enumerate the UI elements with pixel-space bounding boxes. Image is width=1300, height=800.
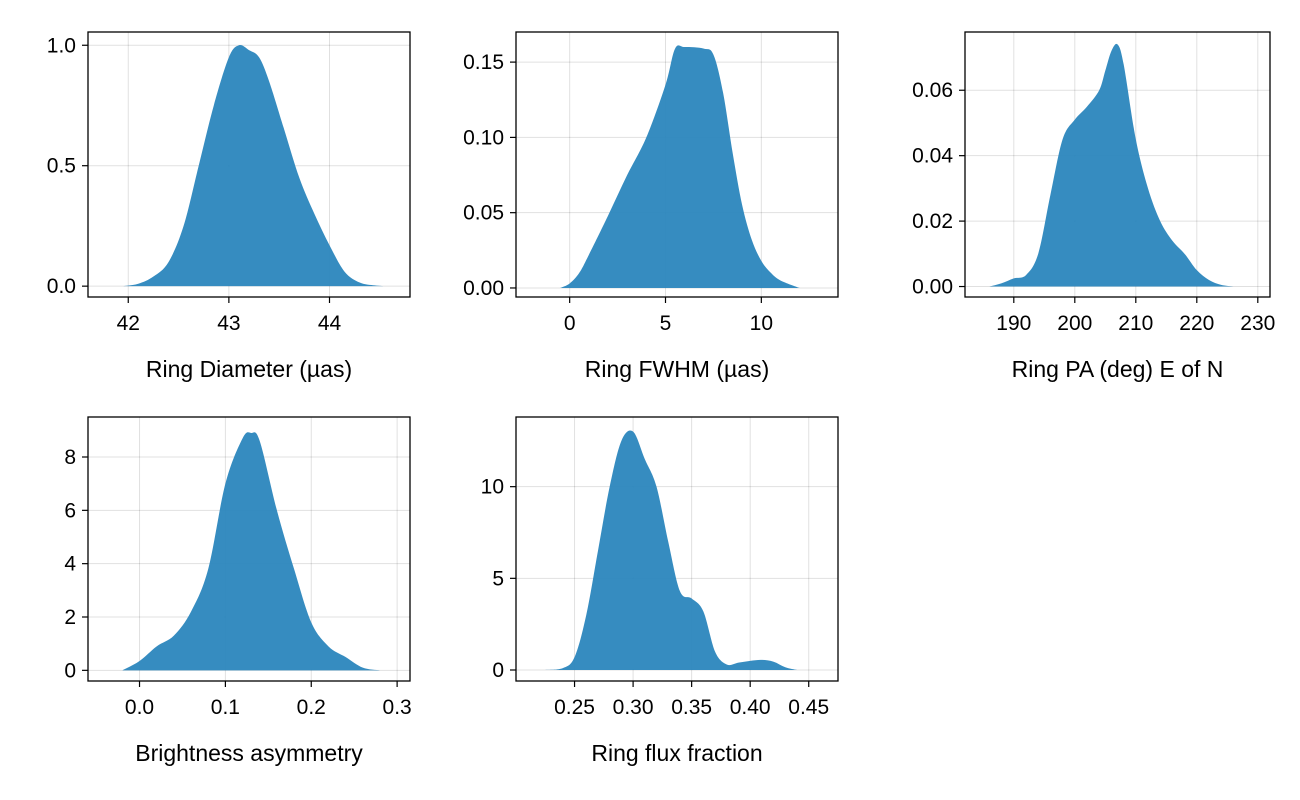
density-area — [545, 430, 798, 670]
density-area — [123, 45, 385, 287]
y-tick-label: 0.05 — [463, 202, 504, 225]
y-tick-label: 8 — [64, 446, 76, 469]
x-tick-label: 0.45 — [788, 696, 829, 719]
x-axis-label: Ring Diameter (µas) — [146, 356, 352, 382]
axes-frame — [87, 416, 411, 682]
y-tick-label: 0.00 — [463, 277, 504, 300]
x-tick-label: 44 — [318, 312, 342, 335]
x-tick-label: 0.2 — [297, 696, 326, 719]
x-tick-label: 230 — [1240, 312, 1275, 335]
x-axis-label: Brightness asymmetry — [135, 740, 363, 766]
x-tick-label: 0.25 — [554, 696, 595, 719]
y-tick-label: 0.10 — [463, 126, 504, 149]
x-tick-label: 0.30 — [613, 696, 654, 719]
x-tick-label: 0.35 — [671, 696, 712, 719]
y-tick-label: 5 — [492, 567, 504, 590]
density-area — [560, 45, 800, 288]
axes-frame — [515, 416, 839, 682]
density-area — [989, 43, 1234, 287]
panel-4: 0.0 0.1 0.2 0.3 0 2 4 6 8 Brightness asymmetry — [64, 416, 412, 766]
y-tick-label: 0.06 — [912, 79, 953, 102]
x-tick-label: 43 — [217, 312, 240, 335]
x-tick-label: 210 — [1118, 312, 1153, 335]
x-tick-label: 0 — [564, 312, 576, 335]
y-tick-label: 1.0 — [47, 34, 76, 57]
density-area — [122, 432, 380, 671]
y-tick-label: 0.15 — [463, 51, 504, 74]
x-tick-label: 42 — [117, 312, 140, 335]
x-tick-label: 0.1 — [211, 696, 240, 719]
x-axis-label: Ring FWHM (µas) — [585, 356, 769, 382]
x-axis-label: Ring PA (deg) E of N — [1012, 356, 1224, 382]
axes-frame — [964, 31, 1271, 298]
axes-frame — [515, 31, 839, 298]
y-tick-label: 6 — [64, 499, 76, 522]
axes-frame — [87, 31, 411, 298]
x-tick-label: 5 — [660, 312, 672, 335]
x-tick-label: 220 — [1179, 312, 1214, 335]
x-tick-label: 0.3 — [383, 696, 412, 719]
y-tick-label: 10 — [481, 476, 504, 499]
x-axis-label: Ring flux fraction — [591, 740, 762, 766]
y-tick-label: 0.5 — [47, 155, 76, 178]
panel-1: 42 43 44 0.0 0.5 1.0 Ring Diameter (µas) — [47, 31, 411, 382]
panel-2: 0 5 10 0.00 0.05 0.10 0.15 Ring FWHM (µas) — [463, 31, 839, 382]
x-tick-label: 190 — [996, 312, 1031, 335]
y-tick-label: 0.00 — [912, 276, 953, 299]
x-tick-label: 200 — [1057, 312, 1092, 335]
x-tick-label: 0.40 — [730, 696, 771, 719]
x-tick-label: 0.0 — [125, 696, 154, 719]
y-tick-label: 0.0 — [47, 275, 76, 298]
x-tick-label: 10 — [750, 312, 773, 335]
y-tick-label: 4 — [64, 553, 76, 576]
y-tick-label: 2 — [64, 606, 76, 629]
panel-5: 0.25 0.30 0.35 0.40 0.45 0 5 10 Ring flux fracti… — [481, 416, 839, 766]
y-tick-label: 0.02 — [912, 210, 953, 233]
y-tick-label: 0 — [64, 659, 76, 682]
y-tick-label: 0 — [492, 659, 504, 682]
y-tick-label: 0.04 — [912, 145, 953, 168]
panel-3: 190 200 210 220 230 0.00 0.02 0.04 0.06 Ring PA (… — [912, 31, 1275, 382]
